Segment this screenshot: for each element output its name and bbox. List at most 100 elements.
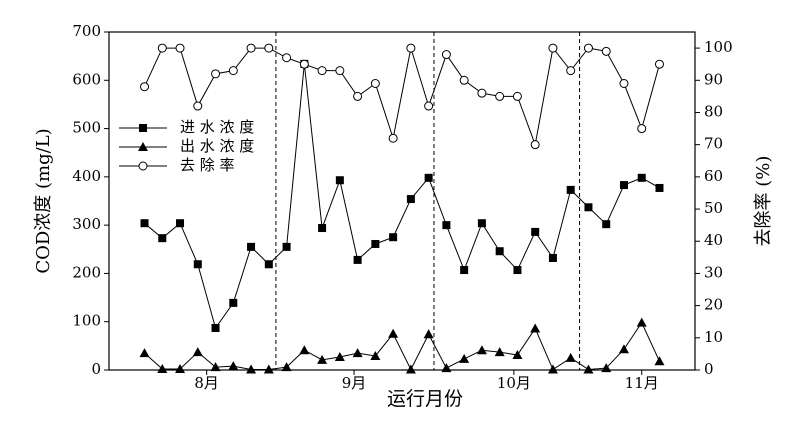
y2-tick-label: 100	[704, 38, 733, 56]
marker-triangle	[157, 364, 168, 374]
y-tick-label: 300	[72, 215, 101, 233]
marker-square	[477, 219, 486, 228]
marker-square	[282, 242, 291, 251]
marker-square	[442, 221, 451, 230]
marker-triangle	[494, 347, 505, 357]
marker-circle	[477, 88, 487, 98]
y2-tick-label: 30	[704, 263, 723, 281]
marker-triangle	[352, 348, 363, 358]
marker-circle	[583, 43, 593, 53]
marker-circle	[317, 66, 327, 76]
y-axis-title: COD浓度 (mg/L)	[33, 128, 54, 273]
marker-triangle	[334, 351, 345, 361]
marker-triangle	[299, 345, 310, 355]
marker-circle	[601, 46, 611, 56]
marker-circle	[566, 66, 576, 76]
marker-triangle	[459, 353, 470, 363]
marker-circle	[264, 43, 274, 53]
marker-triangle	[246, 364, 257, 374]
marker-triangle	[228, 361, 239, 371]
marker-triangle	[405, 364, 416, 374]
marker-square	[211, 323, 220, 332]
marker-square	[406, 195, 415, 204]
marker-triangle	[192, 347, 203, 357]
marker-circle	[370, 79, 380, 89]
marker-circle	[353, 91, 363, 101]
y2-tick-label: 60	[704, 167, 723, 185]
marker-square	[353, 255, 362, 264]
marker-square	[460, 266, 469, 275]
y-tick-label: 500	[72, 119, 101, 137]
marker-circle	[459, 75, 469, 85]
marker-triangle	[210, 362, 221, 372]
marker-circle	[495, 91, 505, 101]
marker-triangle	[476, 345, 487, 355]
x-axis-title: 运行月份	[387, 388, 463, 410]
marker-square	[140, 219, 149, 228]
marker-square	[548, 253, 557, 262]
y-tick-label: 0	[91, 360, 101, 378]
marker-circle	[138, 161, 148, 171]
marker-square	[495, 247, 504, 256]
plot-frame	[108, 31, 696, 371]
marker-triangle	[601, 363, 612, 373]
marker-triangle	[281, 362, 292, 372]
marker-triangle	[441, 363, 452, 373]
marker-square	[318, 224, 327, 233]
marker-square	[176, 219, 185, 228]
marker-square	[229, 298, 238, 307]
x-tick-label: 11月	[625, 374, 659, 392]
marker-triangle	[618, 344, 629, 354]
marker-circle	[157, 43, 167, 53]
y2-tick-label: 70	[704, 135, 723, 153]
marker-triangle	[139, 348, 150, 358]
marker-circle	[637, 124, 647, 134]
y-tick-label: 100	[72, 312, 101, 330]
y2-tick-label: 50	[704, 199, 723, 217]
y-tick-label: 600	[72, 70, 101, 88]
y2-tick-label: 90	[704, 70, 723, 88]
legend-label: 去 除 率	[180, 156, 235, 174]
marker-circle	[335, 66, 345, 76]
x-tick-label: 9月	[342, 374, 367, 392]
marker-triangle	[317, 354, 328, 364]
marker-square	[531, 227, 540, 236]
marker-circle	[619, 79, 629, 89]
y2-tick-label: 80	[704, 102, 723, 120]
marker-square	[371, 239, 380, 248]
marker-circle	[512, 91, 522, 101]
marker-triangle	[547, 364, 558, 374]
marker-triangle	[370, 350, 381, 360]
marker-circle	[299, 59, 309, 69]
y2-tick-label: 40	[704, 231, 723, 249]
marker-circle	[388, 133, 398, 143]
marker-triangle	[138, 142, 148, 151]
y2-tick-label: 20	[704, 296, 723, 314]
marker-circle	[246, 43, 256, 53]
marker-triangle	[636, 317, 647, 327]
marker-circle	[175, 43, 185, 53]
marker-square	[602, 220, 611, 229]
marker-square	[513, 266, 522, 275]
marker-square	[335, 176, 344, 185]
marker-circle	[441, 50, 451, 60]
marker-circle	[140, 82, 150, 92]
marker-circle	[530, 140, 540, 150]
marker-square	[389, 233, 398, 242]
marker-circle	[548, 43, 558, 53]
marker-circle	[282, 53, 292, 63]
y-tick-label: 700	[72, 22, 101, 40]
marker-triangle	[530, 323, 541, 333]
marker-square	[158, 234, 167, 243]
y2-axis-title: 去除率 (%)	[753, 156, 774, 247]
series-line	[144, 63, 660, 330]
marker-square	[264, 260, 273, 269]
legend-label: 进 水 浓 度	[180, 118, 254, 136]
marker-circle	[424, 101, 434, 111]
marker-triangle	[583, 364, 594, 374]
y2-tick-label: 10	[704, 328, 723, 346]
x-tick-label: 10月	[497, 374, 531, 392]
marker-triangle	[565, 352, 576, 362]
marker-square	[247, 242, 256, 251]
